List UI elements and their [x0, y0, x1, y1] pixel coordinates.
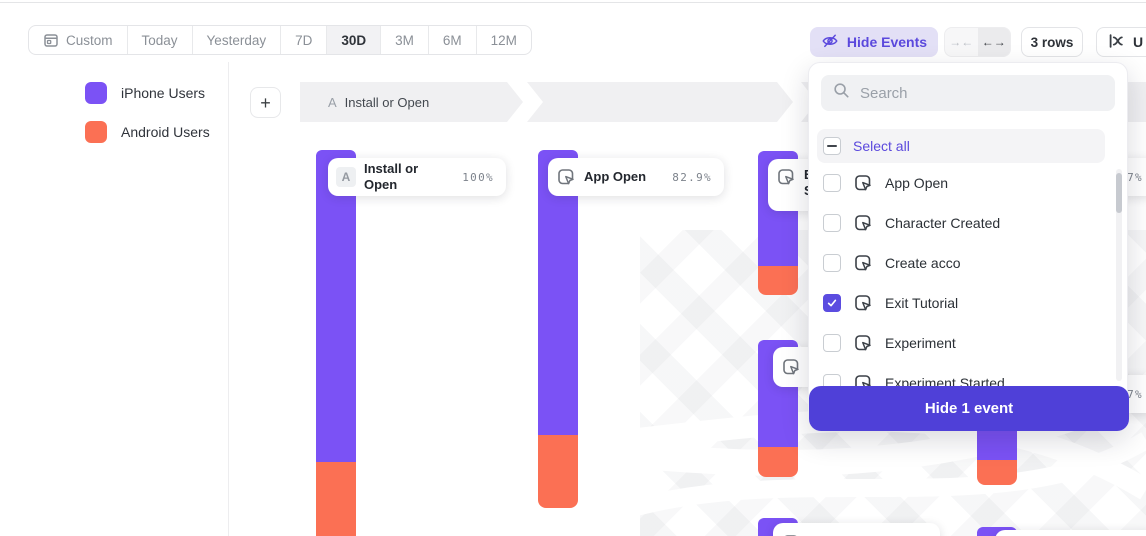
legend-item-iphone-users[interactable]: iPhone Users [85, 82, 210, 104]
date-range-label: Yesterday [206, 32, 267, 48]
custom-event-icon [778, 169, 794, 185]
date-range-label: 7D [295, 32, 313, 48]
minus-icon [827, 145, 837, 147]
collapse-columns-button[interactable]: →← [949, 35, 974, 49]
bar-step2-android[interactable] [538, 435, 578, 508]
bar-step3-android[interactable] [758, 266, 798, 295]
event-label: Experiment [885, 335, 956, 351]
step-letter: A [328, 94, 337, 110]
plus-icon: + [260, 92, 271, 113]
legend-item-android-users[interactable]: Android Users [85, 121, 210, 143]
event-label: Create acco [885, 255, 961, 271]
event-label: App Open [885, 175, 949, 191]
step-card-percent: 82.9% [672, 170, 712, 184]
bar-step1-iphone[interactable] [316, 150, 356, 462]
bar-step8-iphone[interactable] [977, 527, 1017, 536]
android-users-swatch [85, 121, 107, 143]
series-legend: iPhone Users Android Users [85, 82, 210, 160]
event-row-exit-tutorial[interactable]: Exit Tutorial [809, 283, 1127, 323]
checkbox-checked[interactable] [823, 294, 841, 312]
step-header-label: Install or Open [344, 94, 430, 110]
date-range-label: 30D [341, 32, 367, 48]
select-all-checkbox-indeterminate[interactable] [823, 137, 841, 155]
date-range-label: 6M [442, 32, 462, 48]
users-metric-button[interactable]: U [1096, 27, 1146, 57]
date-range-today[interactable]: Today [128, 26, 193, 54]
bar-step1-android[interactable] [316, 462, 356, 536]
date-range-7d[interactable]: 7D [281, 26, 328, 54]
checkbox-unchecked[interactable] [823, 334, 841, 352]
event-search-input[interactable] [860, 84, 1103, 102]
select-all-row[interactable]: Select all [817, 129, 1105, 163]
date-range-3m[interactable]: 3M [381, 26, 429, 54]
date-range-12m[interactable]: 12M [477, 26, 531, 54]
step-card-app-open[interactable]: App Open 82.9% [548, 158, 724, 196]
event-label: Exit Tutorial [885, 295, 959, 311]
custom-event-icon [855, 295, 871, 311]
calendar-icon [43, 32, 59, 48]
hide-events-dropdown: Select all App Open Character Created Cr… [808, 62, 1129, 431]
date-range-custom[interactable]: Custom [29, 26, 128, 54]
custom-event-icon [783, 359, 799, 375]
date-range-label: Custom [66, 32, 113, 48]
legend-label: iPhone Users [121, 85, 206, 101]
step-header-2[interactable] [527, 82, 793, 122]
eye-off-icon [821, 32, 839, 53]
bar-step5-android[interactable] [758, 447, 798, 477]
collapse-expand-toggle: →← ←→ [944, 27, 1011, 57]
date-range-label: 12M [490, 32, 517, 48]
custom-event-icon [855, 215, 871, 231]
legend-label: Android Users [121, 124, 210, 140]
checkbox-unchecked[interactable] [823, 214, 841, 232]
date-range-30d[interactable]: 30D [327, 26, 382, 54]
date-range-6m[interactable]: 6M [429, 26, 477, 54]
step-header-install-or-open[interactable]: A Install or Open [300, 82, 523, 122]
add-step-button[interactable]: + [250, 87, 281, 118]
event-row-create-acco[interactable]: Create acco [809, 243, 1127, 283]
select-all-label: Select all [853, 138, 910, 154]
checkbox-unchecked[interactable] [823, 174, 841, 192]
step-card-label: Install or Open [364, 160, 419, 192]
search-icon [833, 82, 850, 104]
panel-divider [228, 62, 229, 536]
hide-1-event-button[interactable]: Hide 1 event [809, 386, 1129, 431]
scrollbar-thumb[interactable] [1116, 173, 1122, 213]
hide-events-label: Hide Events [846, 34, 928, 50]
date-range-yesterday[interactable]: Yesterday [193, 26, 282, 54]
step-card-7-clipped[interactable] [773, 523, 940, 536]
scrollbar-track[interactable] [1116, 169, 1122, 381]
compare-chart-icon [1107, 32, 1125, 53]
top-border [0, 2, 1146, 3]
rows-count-button[interactable]: 3 rows [1021, 27, 1083, 57]
iphone-users-swatch [85, 82, 107, 104]
date-range-group: Custom Today Yesterday 7D 30D 3M 6M 12M [28, 25, 532, 55]
date-range-label: 3M [395, 32, 414, 48]
event-row-app-open[interactable]: App Open [809, 163, 1127, 203]
bar-step6-android[interactable] [977, 460, 1017, 485]
step-card-label: App Open [584, 168, 647, 184]
step-card-install-or-open[interactable]: A Install or Open 100% [328, 158, 506, 196]
custom-event-icon [558, 169, 574, 185]
date-range-label: Today [141, 32, 178, 48]
event-row-experiment[interactable]: Experiment [809, 323, 1127, 363]
hide-1-event-label: Hide 1 event [924, 400, 1014, 417]
custom-event-icon [855, 255, 871, 271]
checkbox-unchecked[interactable] [823, 254, 841, 272]
users-metric-label: U [1133, 34, 1144, 50]
rows-count-label: 3 rows [1030, 34, 1074, 50]
hide-events-button[interactable]: Hide Events [810, 27, 938, 57]
step-card-percent: 100% [462, 170, 494, 184]
event-search-box [821, 75, 1115, 111]
expand-columns-button[interactable]: ←→ [977, 28, 1010, 56]
event-list: App Open Character Created Create acco E… [809, 163, 1127, 403]
step-a-badge: A [336, 167, 356, 187]
custom-event-icon [855, 175, 871, 191]
custom-event-icon [855, 335, 871, 351]
bar-step2-iphone[interactable] [538, 150, 578, 435]
event-row-character-created[interactable]: Character Created [809, 203, 1127, 243]
step-card-8-clipped[interactable] [995, 530, 1146, 536]
event-label: Character Created [885, 215, 1001, 231]
